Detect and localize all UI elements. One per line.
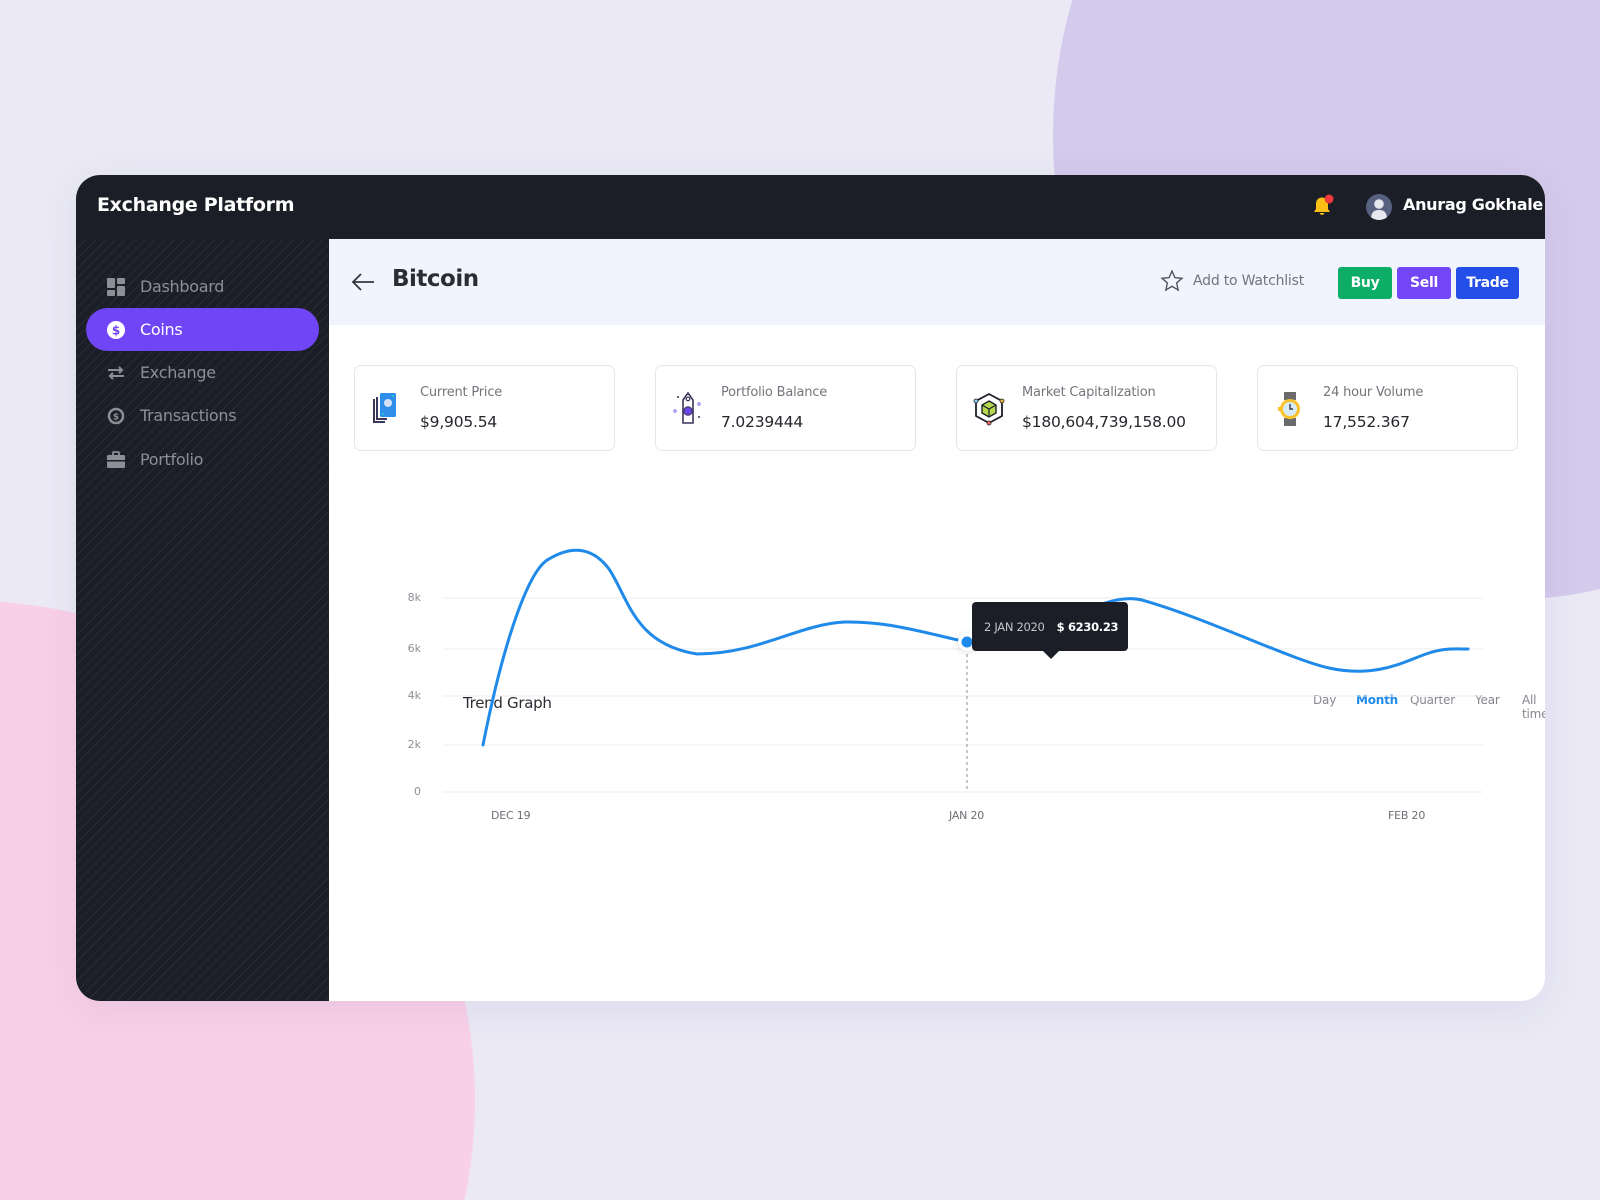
page-title: Bitcoin [392, 266, 479, 292]
range-tab-year[interactable]: Year [1475, 693, 1500, 707]
chart-tooltip: 2 JAN 2020 $ 6230.23 [972, 602, 1128, 659]
y-axis-label-4k: 4k [407, 689, 421, 702]
trend-line-chart [443, 548, 1483, 793]
sidebar-item-label: Coins [140, 320, 183, 339]
user-silhouette-icon [1371, 199, 1387, 220]
sidebar-item-exchange[interactable]: Exchange [86, 351, 319, 394]
range-tab-day[interactable]: Day [1313, 693, 1337, 707]
dashboard-icon [107, 277, 125, 296]
tooltip-date: 2 JAN 2020 [984, 619, 1045, 634]
app-title: Exchange Platform [97, 194, 295, 216]
svg-text:$: $ [113, 412, 119, 422]
buy-button[interactable]: Buy [1338, 267, 1392, 299]
exchange-arrows-icon [108, 365, 124, 380]
stat-label: 24 hour Volume [1323, 385, 1424, 400]
sell-button[interactable]: Sell [1397, 267, 1451, 299]
range-tab-all-time[interactable]: All time [1522, 693, 1545, 721]
app-window: Exchange Platform Anurag Gokhale [76, 175, 1545, 1001]
y-axis-label-8k: 8k [407, 591, 421, 604]
main-content: Bitcoin Add to Watchlist Buy Sell Trade [329, 239, 1545, 1001]
stat-card-market-capitalization: Market Capitalization $180,604,739,158.0… [956, 365, 1217, 451]
bell-icon [1314, 194, 1334, 215]
sidebar-item-portfolio[interactable]: Portfolio [86, 438, 319, 481]
y-axis-label-2k: 2k [407, 738, 421, 751]
back-button[interactable] [351, 271, 375, 293]
star-outline-icon [1160, 269, 1184, 292]
sidebar-item-coins[interactable]: $ Coins [86, 308, 319, 351]
banknotes-icon [373, 393, 396, 423]
page-header: Bitcoin Add to Watchlist Buy Sell Trade [329, 239, 1545, 325]
sidebar-item-label: Dashboard [140, 277, 225, 296]
stat-card-current-price: Current Price $9,905.54 [354, 365, 615, 451]
stat-value: 17,552.367 [1323, 413, 1410, 431]
sidebar-item-label: Transactions [140, 406, 237, 425]
svg-text:$: $ [112, 323, 120, 337]
cube-network-icon [973, 392, 1005, 426]
x-axis-label-dec19: DEC 19 [491, 809, 531, 822]
stat-label: Market Capitalization [1022, 385, 1156, 400]
sidebar-item-dashboard[interactable]: Dashboard [86, 265, 319, 308]
briefcase-icon [107, 450, 125, 468]
top-bar: Exchange Platform Anurag Gokhale [76, 175, 1545, 239]
sidebar-item-transactions[interactable]: $ Transactions [86, 394, 319, 437]
user-name[interactable]: Anurag Gokhale [1403, 195, 1543, 214]
trend-graph-title: Trend Graph [463, 694, 552, 712]
sidebar: Dashboard $ Coins Exchange $ Transaction… [76, 239, 329, 1001]
trade-button[interactable]: Trade [1456, 267, 1519, 299]
stat-value: 7.0239444 [721, 413, 804, 431]
coin-icon: $ [107, 320, 125, 339]
y-axis-label-0: 0 [414, 785, 421, 798]
sidebar-item-label: Exchange [140, 363, 216, 382]
stat-card-portfolio-balance: Portfolio Balance 7.0239444 [655, 365, 916, 451]
sidebar-item-label: Portfolio [140, 450, 204, 469]
x-axis-label-jan20: JAN 20 [949, 809, 985, 822]
y-axis-label-6k: 6k [407, 642, 421, 655]
range-tab-quarter[interactable]: Quarter [1410, 693, 1455, 707]
stat-value: $180,604,739,158.00 [1022, 413, 1186, 431]
stat-card-24h-volume: 24 hour Volume 17,552.367 [1257, 365, 1518, 451]
price-tag-icon [673, 391, 701, 424]
stat-label: Portfolio Balance [721, 385, 828, 400]
watchlist-label: Add to Watchlist [1193, 273, 1305, 289]
arrow-left-icon [351, 273, 374, 291]
x-axis-label-feb20: FEB 20 [1388, 809, 1426, 822]
tooltip-value: $ 6230.23 [1056, 619, 1119, 634]
transactions-icon: $ [107, 407, 125, 424]
wristwatch-icon [1278, 392, 1300, 426]
user-avatar[interactable] [1366, 194, 1392, 220]
stat-label: Current Price [420, 385, 503, 400]
stat-value: $9,905.54 [420, 413, 498, 431]
highlight-point [961, 636, 973, 648]
notification-button[interactable] [1310, 193, 1336, 219]
add-to-watchlist-button[interactable]: Add to Watchlist [1160, 269, 1304, 293]
range-tab-month[interactable]: Month [1356, 693, 1399, 707]
